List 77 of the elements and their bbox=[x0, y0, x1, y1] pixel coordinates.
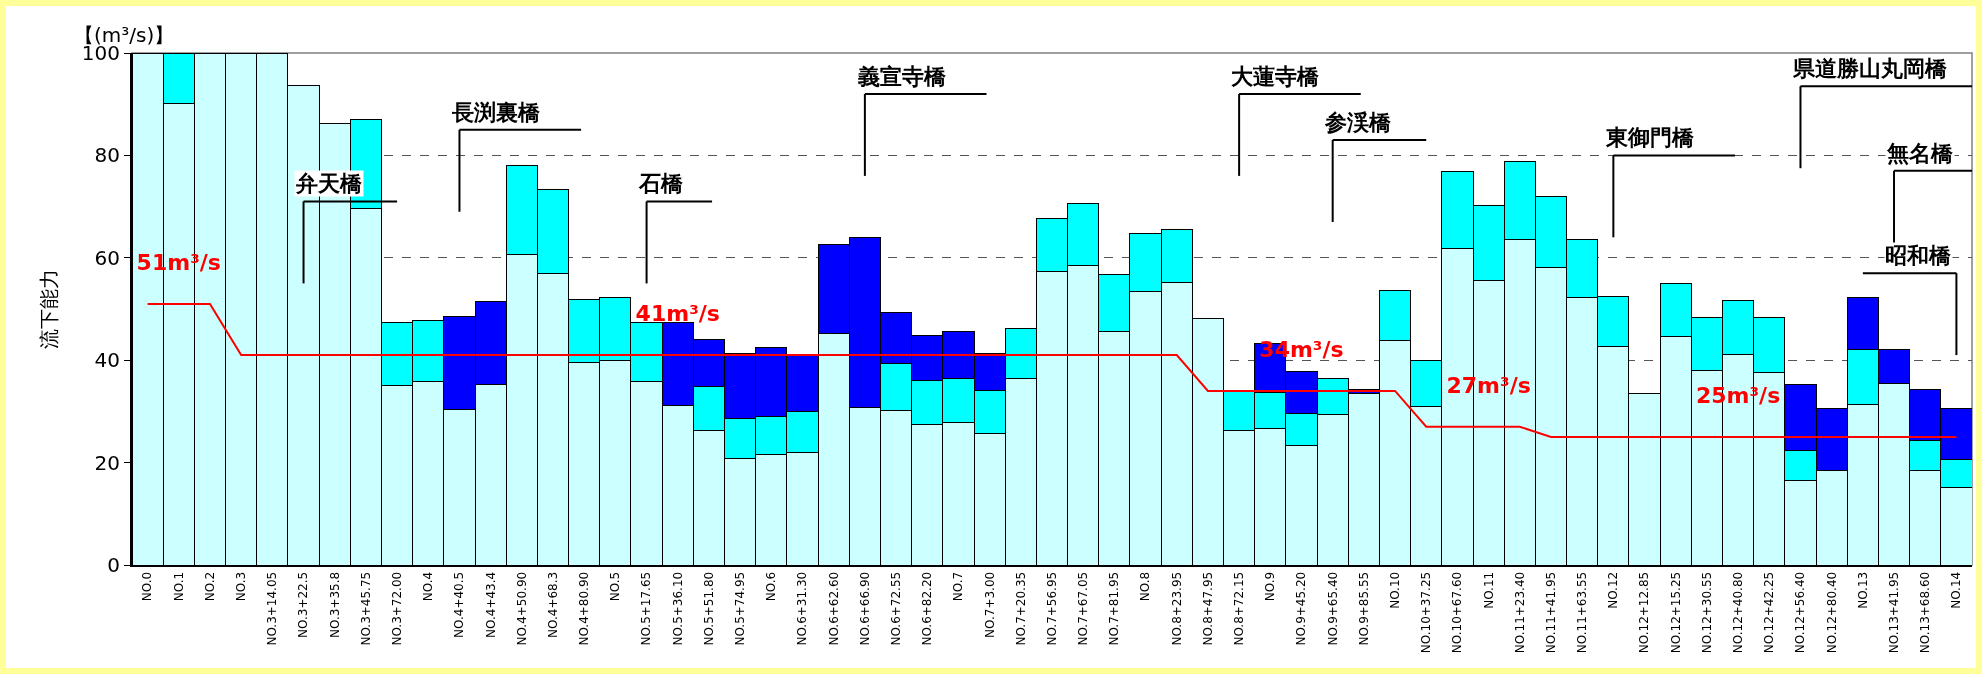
x-tick-label: NO.5+74.95 bbox=[733, 571, 748, 646]
x-tick-label: NO.6+31.30 bbox=[795, 571, 810, 646]
annotation: 長渕裏橋 bbox=[451, 100, 541, 125]
x-tick-label: NO.9+65.40 bbox=[1325, 571, 1340, 646]
x-tick-label: NO.3+35.8 bbox=[327, 571, 342, 638]
y-tick-label: 40 bbox=[94, 348, 120, 373]
annotation: 東御門橋 bbox=[1605, 125, 1695, 150]
x-tick-label: NO.7+81.95 bbox=[1107, 571, 1122, 646]
x-tick-label: NO.3+14.05 bbox=[265, 571, 280, 646]
x-tick-label: NO.3+72.00 bbox=[389, 571, 404, 646]
x-tick-label: NO.11+23.40 bbox=[1512, 571, 1527, 654]
x-tick-label: NO.13+41.95 bbox=[1886, 571, 1901, 654]
x-tick-label: NO.12+12.85 bbox=[1637, 571, 1652, 654]
x-tick-label: NO.5 bbox=[608, 571, 623, 602]
x-tick-label: NO.11 bbox=[1481, 571, 1496, 609]
x-tick-label: NO.10 bbox=[1387, 571, 1402, 609]
x-tick-label: NO.11+63.55 bbox=[1575, 571, 1590, 654]
x-tick-label: NO.4+40.5 bbox=[452, 571, 467, 638]
x-tick-label: NO.9+85.55 bbox=[1356, 571, 1371, 646]
y-tick-label: 80 bbox=[94, 143, 120, 168]
x-tick-label: NO.12+42.25 bbox=[1762, 571, 1777, 654]
x-tick-label: NO.7 bbox=[951, 571, 966, 602]
x-tick-label: NO.8+47.95 bbox=[1200, 571, 1215, 646]
x-tick-label: NO.6 bbox=[764, 571, 779, 602]
x-tick-label: NO.6+72.55 bbox=[888, 571, 903, 646]
x-tick-label: NO.4+50.90 bbox=[514, 571, 529, 646]
x-tick-label: NO.10+37.25 bbox=[1419, 571, 1434, 654]
x-tick-label: NO.12+40.80 bbox=[1731, 571, 1745, 654]
x-tick-label: NO.12 bbox=[1606, 571, 1621, 609]
y-tick-label: 0 bbox=[107, 553, 120, 577]
x-tick-label: NO.1 bbox=[171, 571, 186, 602]
x-tick-label: NO.8+72.15 bbox=[1232, 571, 1247, 646]
x-tick-label: NO.6+66.90 bbox=[857, 571, 872, 646]
x-tick-label: NO.12+80.40 bbox=[1824, 571, 1839, 654]
annotation: 昭和橋 bbox=[1885, 243, 1952, 268]
y-axis-title: 流下能力 bbox=[36, 269, 61, 349]
x-tick-label: NO.14 bbox=[1949, 571, 1964, 609]
annotation: 義宣寺橋 bbox=[857, 64, 947, 89]
line-series bbox=[146, 302, 1958, 438]
x-tick-label: NO.4+43.4 bbox=[483, 571, 498, 638]
x-tick-label: NO.4+80.90 bbox=[577, 571, 592, 646]
annotation: 参渓橋 bbox=[1324, 110, 1392, 135]
annotation: 無名橋 bbox=[1886, 141, 1954, 166]
annotation: 県道勝山丸岡橋 bbox=[1792, 56, 1948, 81]
x-tick-label: NO.11+41.95 bbox=[1543, 571, 1558, 654]
x-tick-label: NO.7+56.95 bbox=[1044, 571, 1059, 646]
x-tick-label: NO.12+56.40 bbox=[1793, 571, 1808, 654]
x-tick-label: NO.12+15.25 bbox=[1668, 571, 1683, 654]
x-tick-label: NO.7+3.00 bbox=[982, 571, 997, 638]
x-tick-label: NO.12+30.55 bbox=[1699, 571, 1714, 654]
y-tick-label: 60 bbox=[94, 245, 120, 270]
x-tick-label: NO.5+17.65 bbox=[639, 571, 654, 646]
x-tick-label: NO.8 bbox=[1138, 571, 1153, 602]
x-tick-label: NO.3+45.75 bbox=[358, 571, 373, 646]
x-tick-label: NO.3 bbox=[234, 571, 249, 602]
y-tick-label: 20 bbox=[94, 450, 120, 475]
x-tick-label: NO.13+68.60 bbox=[1918, 571, 1933, 654]
x-tick-label: NO.9 bbox=[1263, 571, 1278, 602]
x-tick-label: NO.8+23.95 bbox=[1169, 571, 1184, 646]
x-tick-label: NO.0 bbox=[140, 571, 155, 602]
annotation: 弁天橋 bbox=[295, 171, 363, 196]
annotation: 石橋 bbox=[638, 171, 684, 196]
x-tick-label: NO.5+51.80 bbox=[701, 571, 716, 646]
x-tick-label: NO.2 bbox=[202, 571, 217, 602]
x-tick-label: NO.6+62.60 bbox=[826, 571, 841, 646]
annotation: 大蓮寺橋 bbox=[1231, 64, 1320, 89]
data-label: 41m³/s bbox=[635, 300, 720, 326]
x-tick-label: NO.7+20.35 bbox=[1013, 571, 1028, 646]
x-tick-label: NO.10+67.60 bbox=[1450, 571, 1465, 654]
x-tick-label: NO.13 bbox=[1855, 571, 1870, 609]
x-tick-label: NO.4 bbox=[421, 571, 436, 602]
x-tick-label: NO.6+82.20 bbox=[920, 571, 935, 646]
x-tick-label: NO.7+67.05 bbox=[1076, 571, 1091, 646]
x-tick-label: NO.3+22.5 bbox=[296, 571, 311, 638]
x-tick-label: NO.9+45.20 bbox=[1294, 571, 1309, 646]
x-tick-label: NO.5+36.10 bbox=[670, 571, 685, 646]
x-tick-label: NO.4+68.3 bbox=[545, 571, 560, 638]
